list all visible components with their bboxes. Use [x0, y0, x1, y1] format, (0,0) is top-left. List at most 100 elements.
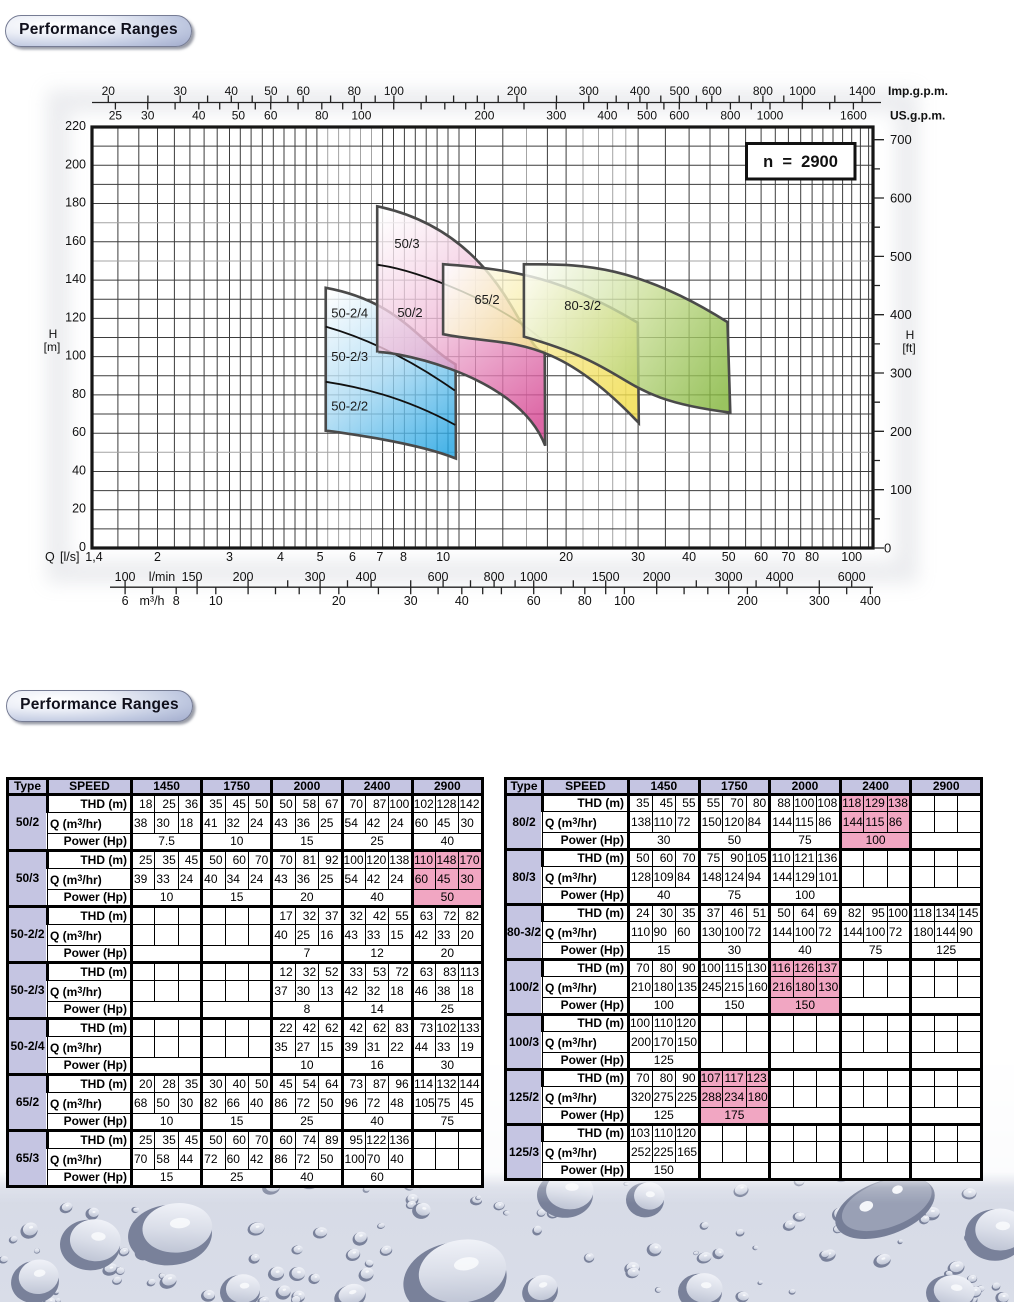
- svg-text:10: 10: [436, 550, 450, 564]
- svg-text:1000: 1000: [757, 109, 784, 123]
- svg-text:50/2: 50/2: [397, 305, 422, 320]
- svg-text:4: 4: [277, 550, 284, 564]
- svg-text:300: 300: [546, 109, 566, 123]
- svg-text:1000: 1000: [520, 570, 548, 584]
- svg-text:300: 300: [579, 84, 599, 98]
- svg-text:8: 8: [173, 594, 180, 608]
- svg-text:[m]: [m]: [44, 340, 61, 354]
- svg-text:Imp.g.p.m.: Imp.g.p.m.: [888, 84, 948, 98]
- svg-text:600: 600: [669, 109, 689, 123]
- svg-text:30: 30: [631, 550, 645, 564]
- svg-text:500: 500: [637, 109, 657, 123]
- svg-text:6000: 6000: [838, 570, 866, 584]
- svg-text:400: 400: [630, 84, 650, 98]
- svg-text:20: 20: [332, 594, 346, 608]
- svg-text:2: 2: [154, 550, 161, 564]
- svg-text:m³/h: m³/h: [140, 594, 165, 608]
- svg-text:10: 10: [209, 594, 223, 608]
- svg-text:1500: 1500: [592, 570, 620, 584]
- svg-text:n = 2900: n = 2900: [763, 153, 838, 171]
- svg-text:40: 40: [455, 594, 469, 608]
- svg-text:60: 60: [297, 84, 311, 98]
- svg-text:US.g.p.m.: US.g.p.m.: [890, 109, 945, 123]
- svg-text:200: 200: [507, 84, 527, 98]
- svg-text:l/min: l/min: [149, 570, 175, 584]
- svg-text:150: 150: [182, 570, 203, 584]
- svg-text:40: 40: [225, 84, 239, 98]
- svg-text:20: 20: [559, 550, 573, 564]
- svg-text:25: 25: [109, 109, 123, 123]
- svg-text:600: 600: [702, 84, 722, 98]
- svg-text:5: 5: [317, 550, 324, 564]
- svg-text:400: 400: [597, 109, 617, 123]
- svg-text:600: 600: [428, 570, 449, 584]
- svg-text:400: 400: [890, 307, 912, 322]
- svg-text:6: 6: [122, 594, 129, 608]
- svg-text:50-2/2: 50-2/2: [331, 399, 368, 414]
- svg-text:700: 700: [890, 132, 912, 147]
- svg-text:30: 30: [174, 84, 188, 98]
- svg-text:40: 40: [192, 109, 206, 123]
- svg-text:8: 8: [400, 550, 407, 564]
- svg-text:Q: Q: [45, 550, 55, 564]
- svg-text:200: 200: [65, 157, 86, 171]
- svg-text:H: H: [49, 327, 58, 341]
- svg-text:60: 60: [72, 425, 86, 439]
- svg-text:50/3: 50/3: [394, 236, 419, 251]
- svg-text:50-2/4: 50-2/4: [331, 306, 368, 321]
- svg-text:400: 400: [356, 570, 377, 584]
- svg-text:20: 20: [72, 502, 86, 516]
- svg-text:30: 30: [141, 109, 155, 123]
- svg-text:40: 40: [72, 464, 86, 478]
- svg-text:300: 300: [890, 366, 912, 381]
- svg-text:1600: 1600: [840, 109, 867, 123]
- svg-text:800: 800: [753, 84, 773, 98]
- svg-text:2000: 2000: [643, 570, 671, 584]
- svg-text:50: 50: [232, 109, 246, 123]
- svg-text:30: 30: [404, 594, 418, 608]
- svg-text:800: 800: [484, 570, 505, 584]
- svg-text:500: 500: [669, 84, 689, 98]
- svg-text:60: 60: [754, 550, 768, 564]
- svg-text:7: 7: [376, 550, 383, 564]
- svg-text:100: 100: [890, 482, 912, 497]
- svg-text:100: 100: [841, 550, 862, 564]
- svg-text:300: 300: [809, 594, 830, 608]
- svg-text:80: 80: [72, 387, 86, 401]
- svg-text:600: 600: [890, 191, 912, 206]
- svg-text:0: 0: [884, 541, 891, 556]
- svg-text:800: 800: [720, 109, 740, 123]
- svg-text:180: 180: [65, 196, 86, 210]
- svg-text:3000: 3000: [715, 570, 743, 584]
- svg-text:50-2/3: 50-2/3: [331, 349, 368, 364]
- svg-text:20: 20: [102, 84, 116, 98]
- svg-text:65/2: 65/2: [474, 292, 499, 307]
- svg-text:6: 6: [349, 550, 356, 564]
- svg-text:500: 500: [890, 249, 912, 264]
- svg-text:1400: 1400: [849, 84, 876, 98]
- svg-text:200: 200: [890, 424, 912, 439]
- svg-text:80-3/2: 80-3/2: [564, 298, 601, 313]
- svg-text:80: 80: [348, 84, 362, 98]
- svg-text:60: 60: [527, 594, 541, 608]
- svg-text:200: 200: [737, 594, 758, 608]
- svg-text:4000: 4000: [766, 570, 794, 584]
- svg-text:100: 100: [384, 84, 404, 98]
- svg-text:140: 140: [65, 272, 86, 286]
- svg-text:1,4: 1,4: [85, 550, 102, 564]
- svg-text:3: 3: [226, 550, 233, 564]
- svg-text:60: 60: [264, 109, 278, 123]
- svg-text:300: 300: [305, 570, 326, 584]
- svg-text:0: 0: [79, 540, 86, 554]
- svg-text:50: 50: [722, 550, 736, 564]
- svg-text:1000: 1000: [789, 84, 816, 98]
- svg-text:[l/s]: [l/s]: [60, 550, 79, 564]
- svg-text:100: 100: [115, 570, 136, 584]
- svg-text:40: 40: [682, 550, 696, 564]
- svg-text:120: 120: [65, 310, 86, 324]
- svg-text:200: 200: [233, 570, 254, 584]
- svg-text:400: 400: [860, 594, 881, 608]
- svg-text:160: 160: [65, 234, 86, 248]
- svg-text:100: 100: [65, 349, 86, 363]
- svg-text:80: 80: [578, 594, 592, 608]
